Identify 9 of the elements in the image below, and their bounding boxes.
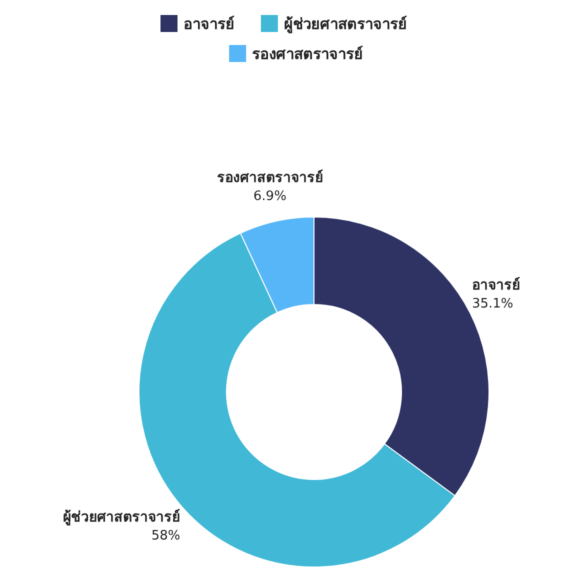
data-label: 6.9%	[253, 188, 286, 204]
data-label: 35.1%	[472, 296, 514, 312]
slice-label: ผู้ช่วยศาสตราจารย์	[63, 508, 180, 526]
legend-label: ผู้ช่วยศาสตราจารย์	[284, 15, 407, 34]
slice-label: รองศาสตราจารย์	[216, 168, 323, 186]
legend-label: รองศาสตราจารย์	[252, 45, 364, 63]
slice-label: อาจารย์	[472, 276, 520, 294]
data-label: 58%	[151, 528, 180, 544]
legend-label: อาจารย์	[184, 15, 234, 33]
